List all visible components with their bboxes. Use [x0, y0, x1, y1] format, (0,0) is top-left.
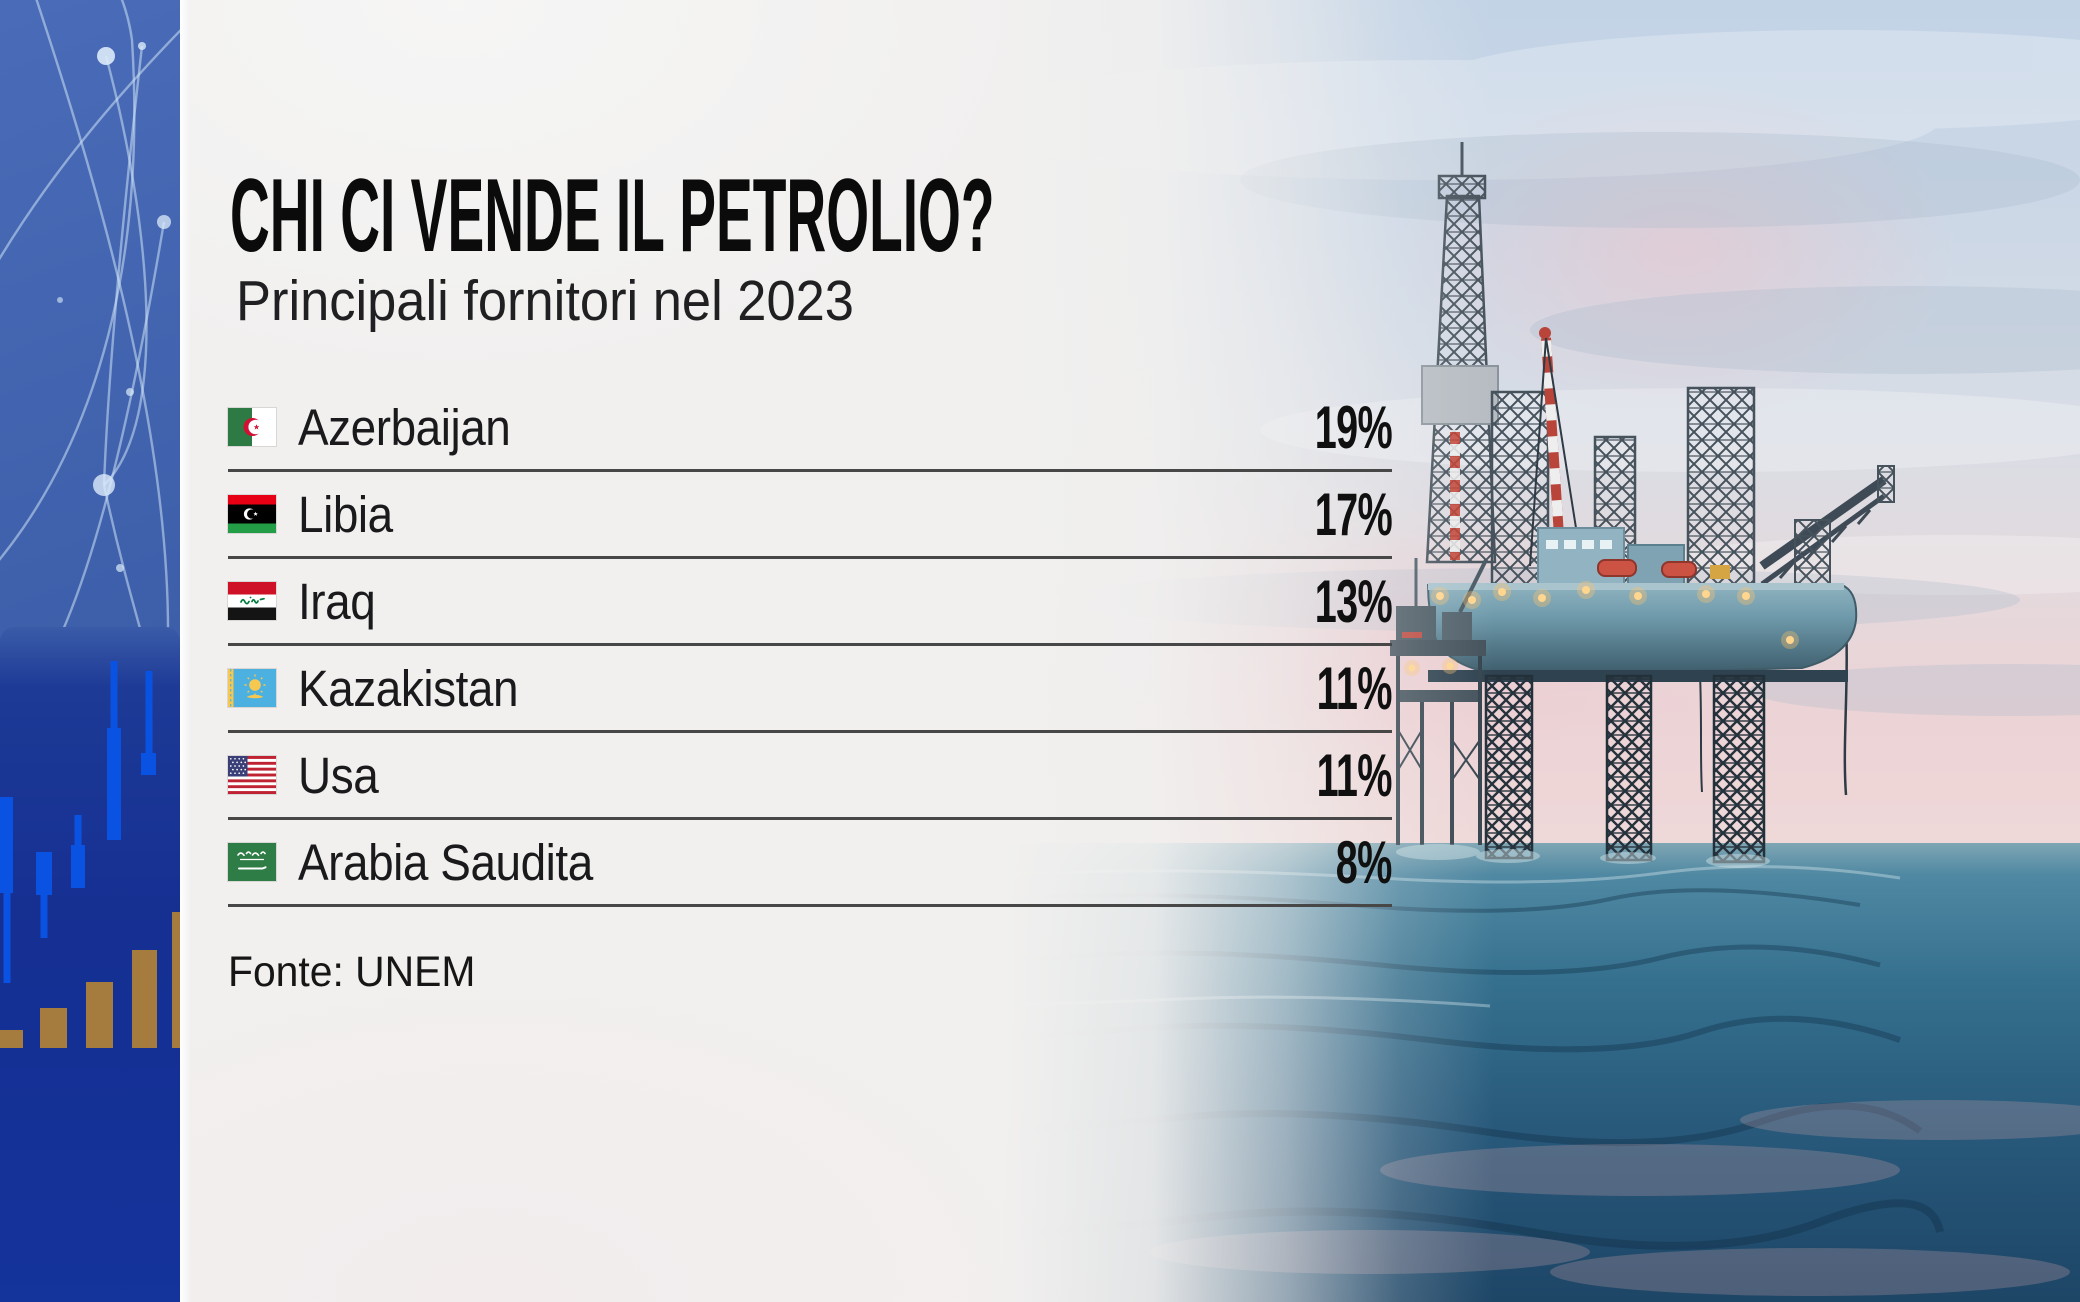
flag-usa-icon	[228, 756, 276, 794]
percentage-value: 13%	[1314, 567, 1393, 635]
table-row: Arabia Saudita 8%	[228, 820, 1393, 907]
table-row: Libia 17%	[228, 472, 1393, 559]
flag-arabia-saudita-icon	[228, 843, 276, 881]
source-note-text: Fonte: UNEM	[228, 948, 476, 996]
country-label: Azerbaijan	[298, 398, 511, 456]
page-subtitle: Principali fornitori nel 2023	[236, 269, 908, 333]
table-row: Iraq 13%	[228, 559, 1393, 646]
white-fade-overlay	[190, 0, 2080, 1302]
suppliers-table: Azerbaijan 19% Libia 17% Iraq 13% Kazaki…	[228, 385, 1393, 907]
table-row: Azerbaijan 19%	[228, 385, 1393, 472]
country-label: Libia	[298, 485, 393, 543]
percentage-value: 19%	[1314, 393, 1393, 461]
flag-azerbaijan-icon	[228, 408, 276, 446]
table-row: Usa 11%	[228, 733, 1393, 820]
flag-iraq-icon	[228, 582, 276, 620]
table-row: Kazakistan 11%	[228, 646, 1393, 733]
country-label: Usa	[298, 746, 379, 804]
country-label: Iraq	[298, 572, 376, 630]
flag-libia-icon	[228, 495, 276, 533]
percentage-value: 17%	[1314, 480, 1393, 548]
left-rail	[0, 0, 180, 1302]
page-title: CHI CI VENDE IL PETROLIO?	[230, 164, 1673, 268]
percentage-value: 11%	[1316, 741, 1393, 809]
market-graphic	[0, 661, 180, 1048]
flag-kazakistan-icon	[228, 669, 276, 707]
page-subtitle-text: Principali fornitori nel 2023	[236, 269, 854, 333]
percentage-value: 8%	[1336, 828, 1393, 896]
panel-divider-strip	[180, 0, 190, 1302]
country-label: Kazakistan	[298, 659, 519, 717]
page-title-text: CHI CI VENDE IL PETROLIO?	[230, 158, 995, 274]
percentage-value: 11%	[1316, 654, 1393, 722]
source-note: Fonte: UNEM	[228, 948, 488, 997]
market-graphic-card	[0, 627, 180, 1302]
country-label: Arabia Saudita	[298, 833, 593, 891]
